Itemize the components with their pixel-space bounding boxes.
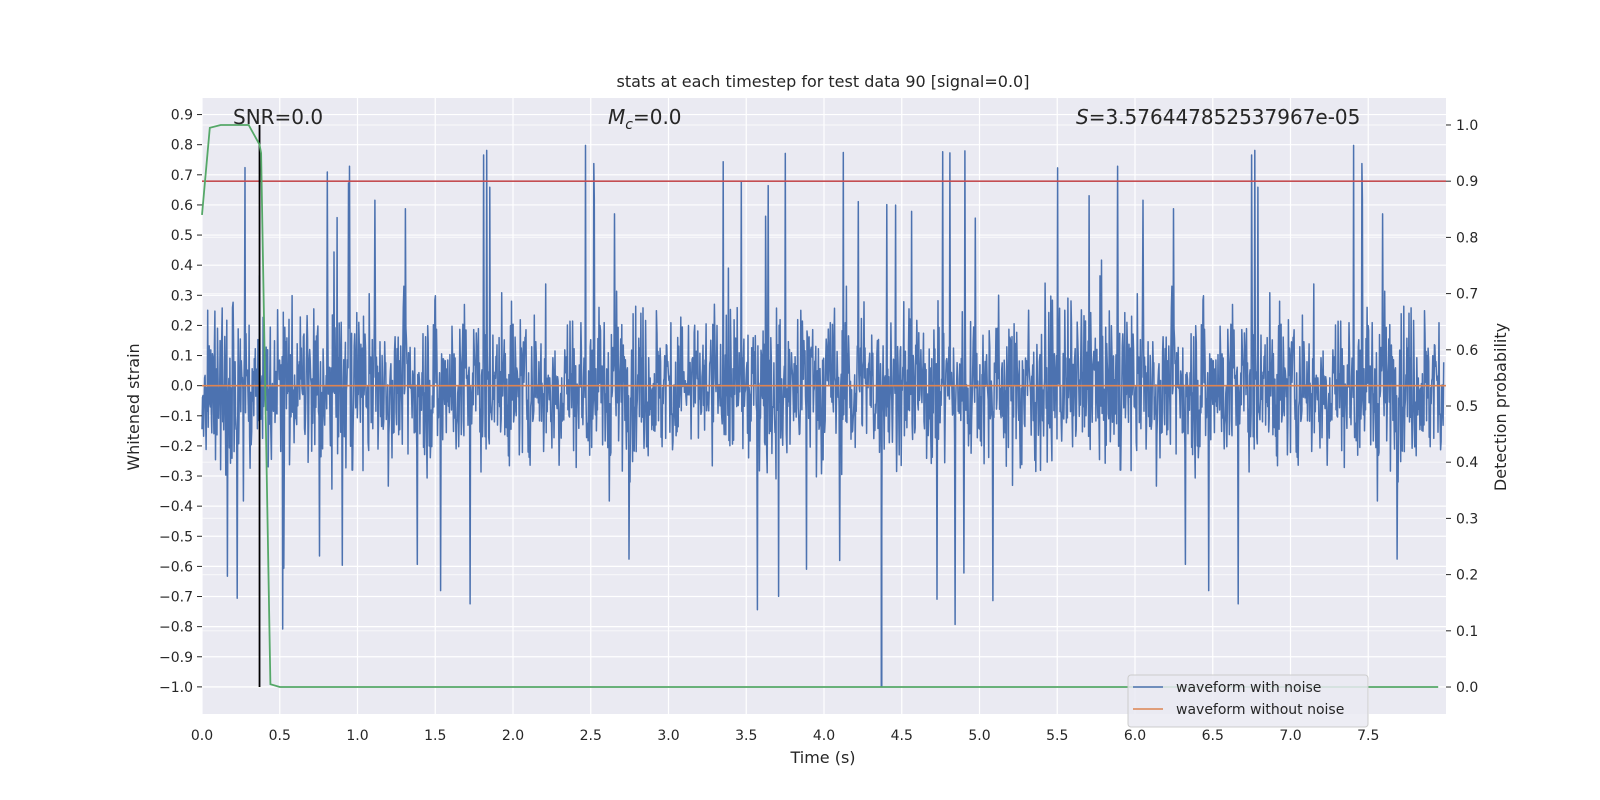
y-tick-label: −0.7: [159, 590, 193, 606]
y2-axis-ticks: 1.0 0.9 0.8 0.7 0.6 0.5 0.4 0.3 0.2 0.1 0.0: [1446, 118, 1478, 696]
x-tick-label: 6.5: [1202, 728, 1224, 744]
snr-score-annotation: S=3.576447852537967e-05: [1076, 105, 1360, 129]
x-tick-label: 2.0: [502, 728, 524, 744]
y2-tick-label: 0.7: [1456, 287, 1478, 303]
x-tick-label: 3.0: [657, 728, 679, 744]
x-tick-label: 1.5: [424, 728, 446, 744]
x-axis-ticks: 0.0 0.5 1.0 1.5 2.0 2.5 3.0 3.5 4.0 4.5 5.0 5.5 6.0 6…: [191, 728, 1380, 744]
y-tick-label: −0.9: [159, 650, 193, 666]
y-tick-label: 0.4: [171, 258, 193, 274]
y-tick-label: 0.8: [171, 138, 193, 154]
y2-tick-label: 0.1: [1456, 624, 1478, 640]
snr-annotation: SNR=0.0: [233, 105, 323, 129]
score-value: =3.576447852537967e-05: [1089, 105, 1361, 129]
y-tick-label: 0.9: [171, 108, 193, 124]
y-tick-label: 0.7: [171, 168, 193, 184]
y2-tick-label: 0.6: [1456, 343, 1478, 359]
y2-axis-label: Detection probability: [1491, 323, 1510, 491]
y-tick-label: −0.4: [159, 499, 193, 515]
y2-tick-label: 0.3: [1456, 511, 1478, 527]
y2-tick-label: 0.9: [1456, 174, 1478, 190]
x-tick-label: 2.5: [580, 728, 602, 744]
detection-probability-line: [201, 124, 1439, 688]
score-symbol: S: [1076, 105, 1089, 129]
y-tick-label: 0.3: [171, 288, 193, 304]
noise-waveform-line: [201, 144, 1445, 630]
x-tick-label: 3.5: [735, 728, 757, 744]
y-tick-label: 0.1: [171, 349, 193, 365]
x-tick-label: 5.5: [1046, 728, 1068, 744]
legend-label-noise: waveform with noise: [1176, 680, 1321, 696]
chirp-mass-value: =0.0: [633, 105, 682, 129]
y-tick-label: −1.0: [159, 680, 193, 696]
y-tick-label: 0.6: [171, 198, 193, 214]
legend-label-clean: waveform without noise: [1176, 702, 1344, 718]
y2-tick-label: 0.8: [1456, 230, 1478, 246]
x-tick-label: 0.0: [191, 728, 213, 744]
y-axis-label: Whitened strain: [124, 343, 143, 470]
y2-tick-label: 0.2: [1456, 568, 1478, 584]
x-tick-label: 4.5: [891, 728, 913, 744]
y-tick-label: 0.5: [171, 228, 193, 244]
chirp-mass-symbol: M: [608, 105, 625, 129]
x-tick-label: 7.0: [1279, 728, 1301, 744]
y2-tick-label: 0.0: [1456, 680, 1478, 696]
y-axis-ticks: 0.9 0.8 0.7 0.6 0.5 0.4 0.3 0.2 0.1 0.0 −0.1 −0.2 −0…: [159, 108, 202, 696]
x-tick-label: 5.0: [968, 728, 990, 744]
y-tick-label: −0.2: [159, 439, 193, 455]
y2-tick-label: 1.0: [1456, 118, 1478, 134]
x-axis-label: Time (s): [789, 748, 855, 767]
x-tick-label: 4.0: [813, 728, 835, 744]
y-tick-label: −0.5: [159, 529, 193, 545]
x-tick-label: 6.0: [1124, 728, 1146, 744]
noise-waveform-series: [201, 144, 1445, 687]
y-tick-label: −0.8: [159, 620, 193, 636]
y2-tick-label: 0.4: [1456, 455, 1478, 471]
legend: waveform with noise waveform without noi…: [1127, 674, 1369, 728]
y-tick-label: −0.3: [159, 469, 193, 485]
chirp-mass-annotation: Mc=0.0: [608, 105, 682, 133]
x-tick-label: 1.0: [346, 728, 368, 744]
legend-box: [1127, 674, 1369, 728]
y2-tick-label: 0.5: [1456, 399, 1478, 415]
chirp-mass-subscript: c: [625, 117, 633, 133]
chart-title: stats at each timestep for test data 90 …: [617, 72, 1030, 91]
y-tick-label: −0.6: [159, 559, 193, 575]
y-tick-label: 0.0: [171, 379, 193, 395]
x-tick-label: 0.5: [269, 728, 291, 744]
x-tick-label: 7.5: [1357, 728, 1379, 744]
y-tick-label: −0.1: [159, 409, 193, 425]
y-tick-label: 0.2: [171, 318, 193, 334]
